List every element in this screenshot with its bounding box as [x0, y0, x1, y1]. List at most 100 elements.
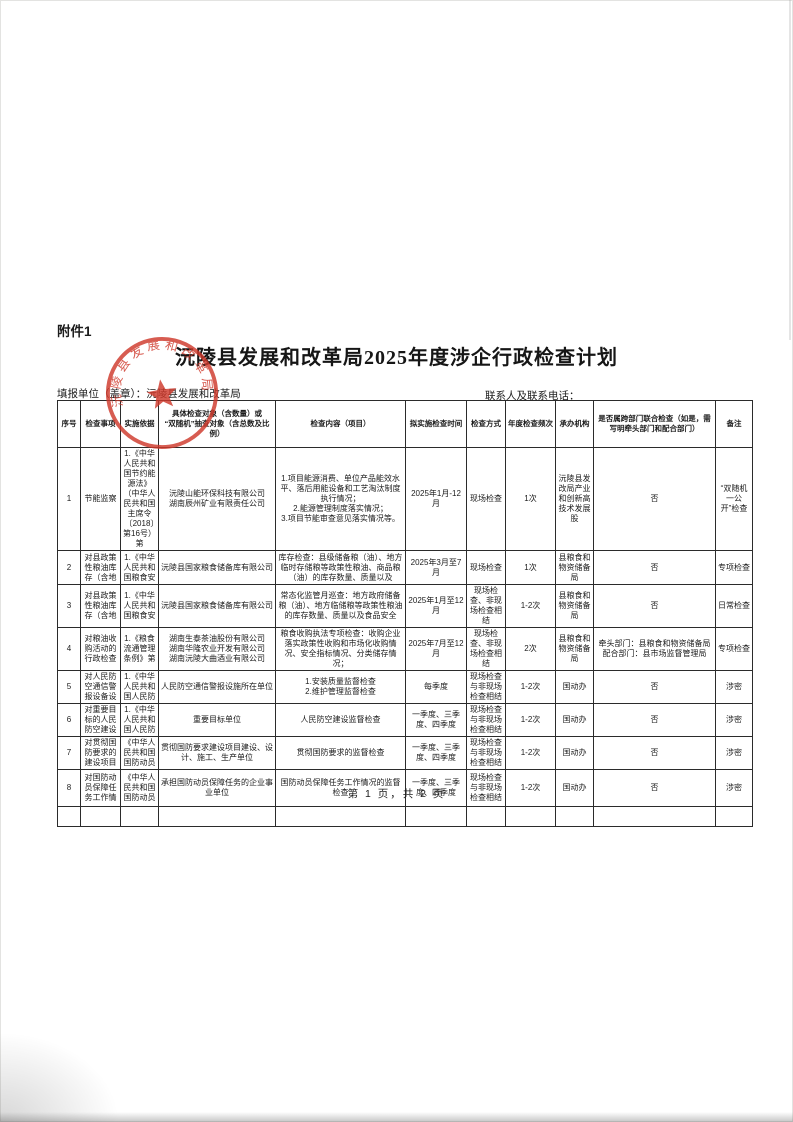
- cell-joint: 否: [593, 550, 716, 585]
- column-header-content: 检查内容（项目）: [275, 400, 406, 448]
- cell-basis: 1.《中华人民共和国粮食安: [120, 584, 159, 628]
- cell-seq: 4: [57, 627, 81, 671]
- cell-agency: 国动办: [555, 769, 594, 807]
- cell-time: 2025年1月-12月: [405, 447, 467, 551]
- cell-joint: 否: [593, 703, 716, 737]
- cell-frequency: 1-2次: [505, 670, 556, 704]
- cell-content: 库存检查：县级储备粮（油）、地方临时存储粮等政策性粮油、商品粮（油）的库存数量、…: [275, 550, 406, 585]
- cell-remarks: “双随机一公开”检查: [715, 447, 753, 551]
- column-header-time: 拟实施检查时间: [405, 400, 467, 448]
- cell-joint: [593, 806, 716, 827]
- cell-content: 粮食收购执法专项检查：收购企业落实政策性收购和市场化收购情况、安全指标情况、分类…: [275, 627, 406, 671]
- column-header-item: 检查事项: [80, 400, 121, 448]
- cell-target: 沅陵县国家粮食储备库有限公司: [158, 550, 276, 585]
- cell-remarks: 专项检查: [715, 627, 753, 671]
- cell-method: 现场检查、非现场检查相结: [466, 584, 506, 628]
- cell-item: [80, 806, 121, 827]
- cell-agency: 县粮食和物资储备局: [555, 627, 594, 671]
- cell-method: 现场检查与非现场检查相结: [466, 769, 506, 807]
- cell-content: 1.项目能源消费、单位产品能效水平、落后用能设备和工艺淘汰制度执行情况； 2.能…: [275, 447, 406, 551]
- cell-content: 贯彻国防要求的监督检查: [275, 736, 406, 770]
- cell-basis: [120, 806, 159, 827]
- cell-target: 重要目标单位: [158, 703, 276, 737]
- cell-agency: 国动办: [555, 736, 594, 770]
- cell-frequency: [505, 806, 556, 827]
- scan-bottom-artifact: [0, 1112, 793, 1122]
- cell-basis: 1.《中华人民共和国粮食安: [120, 550, 159, 585]
- cell-seq: 2: [57, 550, 81, 585]
- attachment-label: 附件1: [57, 324, 92, 339]
- cell-target: 沅陵县国家粮食储备库有限公司: [158, 584, 276, 628]
- cell-method: 现场检查、非现场检查相结: [466, 627, 506, 671]
- table-row: 7 对贯彻国防要求的建设项目 《中华人民共和国国防动员 贯彻国防要求建设项目建设…: [57, 736, 753, 770]
- cell-time: 一季度、三季度、四季度: [405, 703, 467, 737]
- scan-corner-artifact: [0, 1032, 120, 1122]
- cell-method: 现场检查: [466, 447, 506, 551]
- cell-joint: 否: [593, 670, 716, 704]
- column-header-target: 具体检查对象（含数量）或 “双随机”抽查对象（含总数及比例）: [158, 400, 276, 448]
- cell-basis: 1.《粮食流通管理条例》第: [120, 627, 159, 671]
- cell-remarks: 专项检查: [715, 550, 753, 585]
- cell-seq: [57, 806, 81, 827]
- cell-time: 2025年3月至7月: [405, 550, 467, 585]
- cell-agency: 县粮食和物资储备局: [555, 584, 594, 628]
- cell-frequency: 1-2次: [505, 584, 556, 628]
- cell-joint: 否: [593, 447, 716, 551]
- cell-item: 对县政策性粮油库存（含地: [80, 550, 121, 585]
- cell-agency: 国动办: [555, 670, 594, 704]
- table-row-empty: [57, 806, 753, 827]
- page-number: 第 1 页，共 2 页: [347, 788, 446, 800]
- column-header-method: 检查方式: [466, 400, 506, 448]
- scan-edge-artifact: [789, 0, 791, 340]
- cell-time: 一季度、三季度、四季度: [405, 736, 467, 770]
- cell-frequency: 1次: [505, 550, 556, 585]
- cell-joint: 牵头部门：县粮食和物资储备局 配合部门：县市场监督管理局: [593, 627, 716, 671]
- column-header-remarks: 备注: [715, 400, 753, 448]
- cell-joint: 否: [593, 736, 716, 770]
- column-header-joint: 是否属跨部门联合检查（如是，需写明牵头部门和配合部门）: [593, 400, 716, 448]
- cell-item: 对县政策性粮油库存（含地: [80, 584, 121, 628]
- cell-target: 沅陵山能环保科技有限公司 湖南辰州矿业有限责任公司: [158, 447, 276, 551]
- table-row: 5 对人民防空通信警报设备设 1.《中华人民共和国人民防 人民防空通信警报设施所…: [57, 670, 753, 704]
- cell-method: 现场检查与非现场检查相结: [466, 736, 506, 770]
- table-row: 4 对粮油收购活动的行政检查 1.《粮食流通管理条例》第 湖南生泰茶油股份有限公…: [57, 627, 753, 671]
- cell-frequency: 1次: [505, 447, 556, 551]
- cell-item: 对人民防空通信警报设备设: [80, 670, 121, 704]
- cell-seq: 8: [57, 769, 81, 807]
- cell-target: 贯彻国防要求建设项目建设、设计、施工、生产单位: [158, 736, 276, 770]
- cell-remarks: 涉密: [715, 769, 753, 807]
- cell-content: 常态化监管月巡查：地方政府储备粮（油）、地方临储粮等政策性粮油的库存数量、质量以…: [275, 584, 406, 628]
- cell-frequency: 1-2次: [505, 703, 556, 737]
- cell-basis: 1.《中华人民共和国人民防: [120, 670, 159, 704]
- column-header-agency: 承办机构: [555, 400, 594, 448]
- table-row: 6 对重要目标的人民防空建设 1.《中华人民共和国人民防 重要目标单位 人民防空…: [57, 703, 753, 737]
- cell-agency: 县粮食和物资储备局: [555, 550, 594, 585]
- cell-remarks: [715, 806, 753, 827]
- cell-item: 对国防动员保障任务工作情: [80, 769, 121, 807]
- column-header-basis: 实施依据: [120, 400, 159, 448]
- cell-method: 现场检查: [466, 550, 506, 585]
- table-row: 8 对国防动员保障任务工作情 《中华人民共和国国防动员 承担国防动员保障任务的企…: [57, 769, 753, 807]
- column-header-seq: 序号: [57, 400, 81, 448]
- cell-remarks: 涉密: [715, 703, 753, 737]
- table-row: 3 对县政策性粮油库存（含地 1.《中华人民共和国粮食安 沅陵县国家粮食储备库有…: [57, 584, 753, 628]
- contact-label: 联系人及联系电话：: [485, 390, 580, 402]
- cell-basis: 1.《中华人民共和国人民防: [120, 703, 159, 737]
- cell-seq: 7: [57, 736, 81, 770]
- cell-remarks: 涉密: [715, 670, 753, 704]
- cell-target: 湖南生泰茶油股份有限公司 湖南华隆农业开发有限公司 湖南沅陵大曲酒业有限公司: [158, 627, 276, 671]
- cell-item: 节能监察: [80, 447, 121, 551]
- table-row: 1 节能监察 1.《中华人民共和国节约能源法》（中华人民共和国主席令〔2018〕…: [57, 447, 753, 551]
- cell-frequency: 1-2次: [505, 769, 556, 807]
- cell-agency: 国动办: [555, 703, 594, 737]
- cell-item: 对重要目标的人民防空建设: [80, 703, 121, 737]
- cell-seq: 1: [57, 447, 81, 551]
- cell-item: 对粮油收购活动的行政检查: [80, 627, 121, 671]
- cell-frequency: 2次: [505, 627, 556, 671]
- cell-time: 每季度: [405, 670, 467, 704]
- cell-target: 人民防空通信警报设施所在单位: [158, 670, 276, 704]
- table-row: 2 对县政策性粮油库存（含地 1.《中华人民共和国粮食安 沅陵县国家粮食储备库有…: [57, 550, 753, 585]
- cell-seq: 6: [57, 703, 81, 737]
- cell-remarks: 涉密: [715, 736, 753, 770]
